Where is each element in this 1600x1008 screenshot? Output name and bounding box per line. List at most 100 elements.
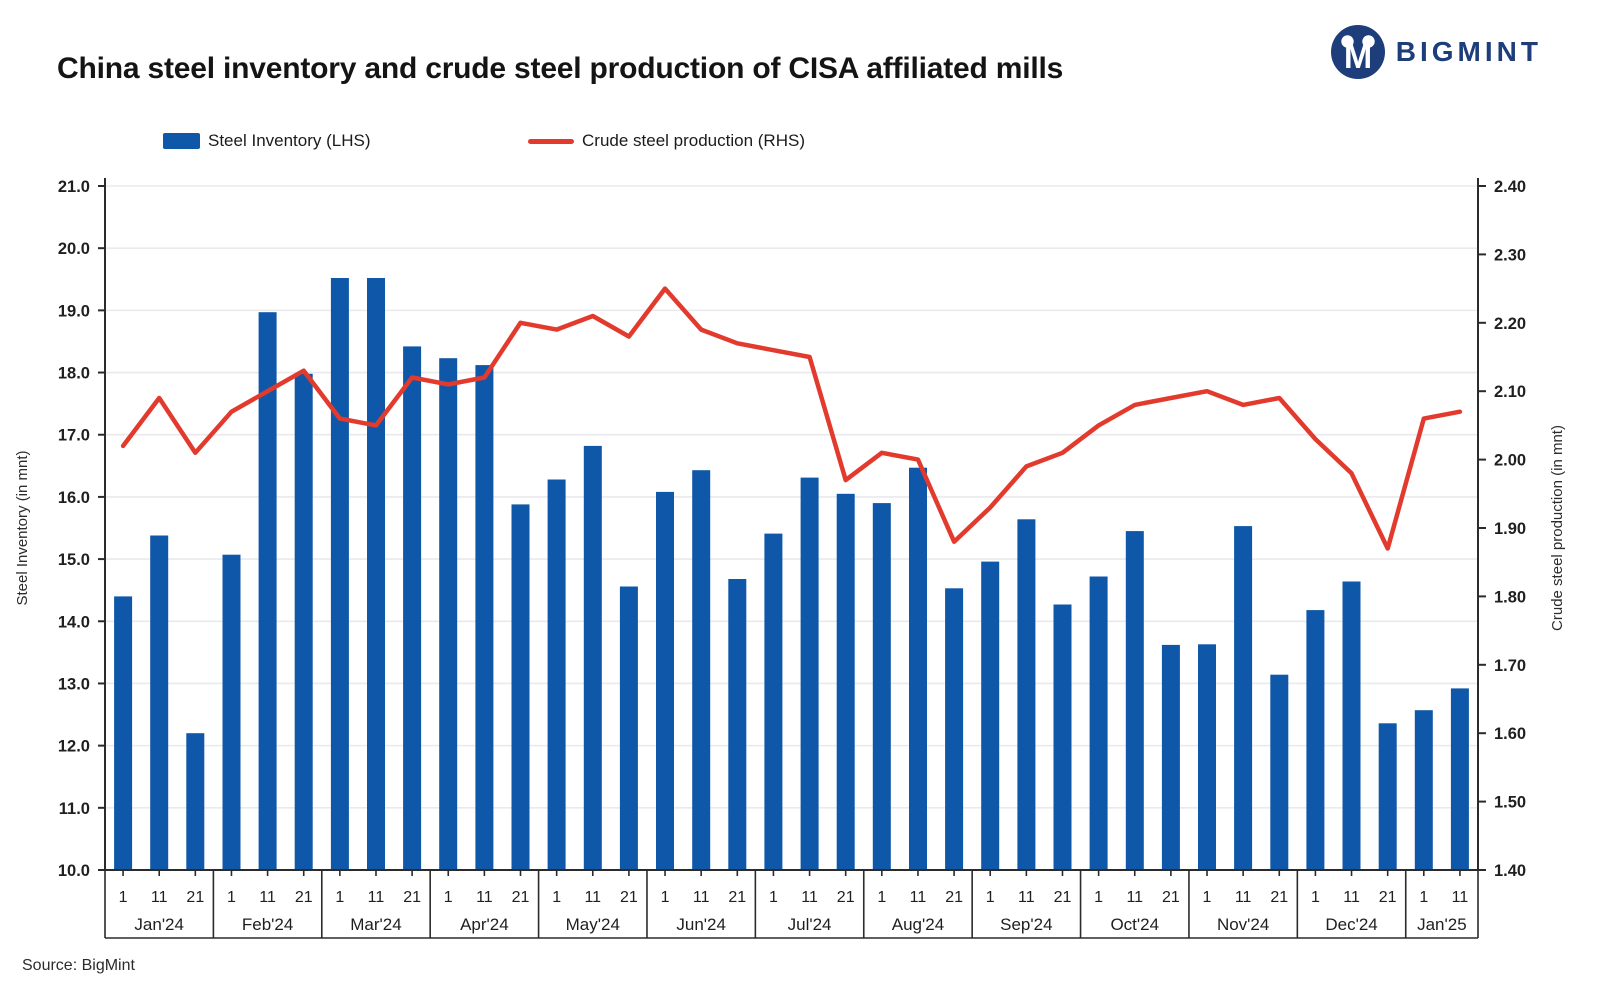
month-label: Sep'24 <box>1000 915 1052 934</box>
production-legend-label: Crude steel production (RHS) <box>582 131 805 150</box>
inventory-bar <box>1414 710 1433 870</box>
month-label: Dec'24 <box>1325 915 1377 934</box>
inventory-bar <box>692 470 711 870</box>
right-tick-label: 1.50 <box>1494 794 1526 812</box>
day-tick-label: 21 <box>512 889 530 906</box>
right-tick-label: 1.70 <box>1494 657 1526 675</box>
brand-name: BIGMINT <box>1395 36 1542 67</box>
inventory-bar <box>1342 581 1361 870</box>
right-tick-label: 2.30 <box>1494 246 1526 264</box>
day-tick-label: 21 <box>620 889 638 906</box>
month-label: Jan'25 <box>1417 915 1467 934</box>
right-tick-label: 2.10 <box>1494 383 1526 401</box>
right-tick-label: 1.80 <box>1494 588 1526 606</box>
legend-item-production: Crude steel production (RHS) <box>528 128 805 154</box>
month-label: Nov'24 <box>1217 915 1269 934</box>
inventory-bar <box>909 467 927 870</box>
inventory-bar <box>511 504 530 870</box>
left-tick-label: 17.0 <box>58 427 90 445</box>
day-tick-label: 1 <box>119 889 128 906</box>
day-tick-label: 11 <box>1235 889 1252 906</box>
month-label: May'24 <box>566 915 620 934</box>
day-tick-label: 11 <box>693 889 710 906</box>
right-tick-label: 2.40 <box>1494 178 1526 196</box>
left-tick-label: 14.0 <box>58 613 90 631</box>
inventory-bar <box>836 493 855 870</box>
left-tick-label: 19.0 <box>58 302 90 320</box>
inventory-bar <box>439 358 458 870</box>
right-tick-label: 1.60 <box>1494 725 1526 743</box>
day-tick-label: 21 <box>837 889 855 906</box>
right-tick-label: 2.00 <box>1494 452 1526 470</box>
month-label: Jun'24 <box>676 915 726 934</box>
left-tick-label: 21.0 <box>58 178 90 196</box>
inventory-legend-label: Steel Inventory (LHS) <box>208 131 371 150</box>
bigmint-logo-icon: M <box>1330 25 1385 79</box>
inventory-bar <box>1306 610 1325 870</box>
inventory-bar <box>547 479 566 870</box>
inventory-bar <box>475 365 494 870</box>
day-tick-label: 11 <box>1452 889 1469 906</box>
legend-item-inventory: Steel Inventory (LHS) <box>163 128 371 154</box>
day-tick-label: 1 <box>986 889 995 906</box>
inventory-bar <box>1161 644 1180 870</box>
day-tick-label: 11 <box>151 889 168 906</box>
inventory-bar <box>1270 674 1289 870</box>
day-tick-label: 21 <box>295 889 313 906</box>
left-tick-label: 20.0 <box>58 240 90 258</box>
page-title: China steel inventory and crude steel pr… <box>57 52 1064 85</box>
inventory-bar <box>800 477 819 870</box>
month-label: Jul'24 <box>788 915 832 934</box>
day-tick-label: 1 <box>877 889 886 906</box>
day-tick-label: 1 <box>444 889 453 906</box>
inventory-bar <box>150 535 169 870</box>
day-tick-label: 11 <box>368 889 385 906</box>
right-tick-label: 1.90 <box>1494 520 1526 538</box>
day-tick-label: 21 <box>945 889 963 906</box>
right-tick-label: 2.20 <box>1494 315 1526 333</box>
day-tick-label: 1 <box>1203 889 1212 906</box>
inventory-bar <box>367 278 385 870</box>
day-tick-label: 1 <box>227 889 236 906</box>
right-axis-title: Crude steel production (in mnt) <box>1549 425 1566 631</box>
source-note: Source: BigMint <box>22 957 135 974</box>
day-tick-label: 1 <box>1094 889 1103 906</box>
inventory-bar <box>619 586 638 870</box>
inventory-bar <box>945 588 964 870</box>
day-tick-label: 1 <box>769 889 778 906</box>
day-tick-label: 21 <box>1162 889 1180 906</box>
production-line <box>120 286 1463 551</box>
inventory-bar <box>728 579 747 870</box>
left-tick-label: 15.0 <box>58 551 90 569</box>
day-tick-label: 21 <box>1270 889 1288 906</box>
month-label: Jan'24 <box>134 915 184 934</box>
day-tick-label: 11 <box>476 889 493 906</box>
left-axis-title: Steel Inventory (in mnt) <box>14 450 31 605</box>
inventory-bar <box>294 373 313 870</box>
inventory-bar <box>114 596 133 870</box>
inventory-bar <box>1198 644 1216 870</box>
inventory-bar <box>1089 576 1108 870</box>
brand-logo: M BIGMINT <box>1330 24 1542 80</box>
inventory-bar <box>222 554 241 870</box>
day-tick-label: 21 <box>728 889 746 906</box>
inventory-bar <box>656 491 674 870</box>
day-tick-label: 11 <box>584 889 601 906</box>
inventory-bar <box>872 503 891 870</box>
inventory-bar <box>330 278 349 870</box>
inventory-bar <box>1450 688 1469 870</box>
day-tick-label: 11 <box>259 889 276 906</box>
inventory-bar <box>1017 519 1036 870</box>
day-tick-label: 21 <box>403 889 421 906</box>
day-tick-label: 21 <box>1379 889 1397 906</box>
day-tick-label: 21 <box>186 889 204 906</box>
day-tick-label: 1 <box>335 889 344 906</box>
day-tick-label: 11 <box>910 889 927 906</box>
day-tick-label: 11 <box>801 889 818 906</box>
day-tick-label: 21 <box>1054 889 1072 906</box>
left-tick-label: 18.0 <box>58 365 90 383</box>
legend: Steel Inventory (LHS) Crude steel produc… <box>0 128 1600 154</box>
inventory-bar <box>1053 604 1072 870</box>
inventory-bar <box>764 533 783 870</box>
